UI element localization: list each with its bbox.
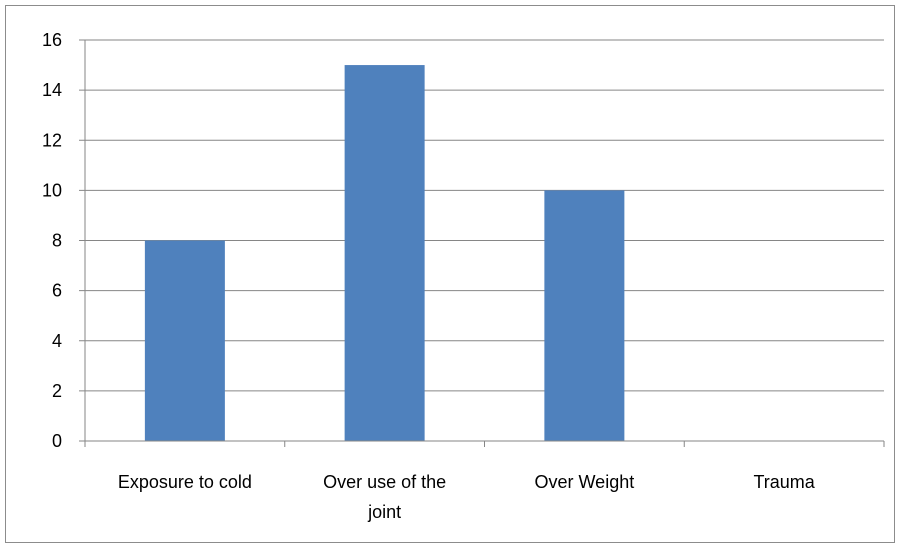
bar <box>144 240 225 441</box>
x-category-label-line: joint <box>367 502 401 522</box>
x-category-label-line: Over Weight <box>535 472 635 492</box>
x-category-labels: Exposure to cold Over use of the jointOver… <box>118 472 816 522</box>
x-category-label: Exposure to cold <box>118 472 252 492</box>
x-category-label-line: Exposure to cold <box>118 472 252 492</box>
axes <box>79 39 885 447</box>
x-category-label-line: Trauma <box>753 472 815 492</box>
y-tick-label: 8 <box>52 231 62 251</box>
y-tick-label: 2 <box>52 381 62 401</box>
y-tick-label: 6 <box>52 281 62 301</box>
bar <box>344 65 425 441</box>
x-category-label: Over use of the joint <box>323 472 446 522</box>
y-tick-label: 4 <box>52 331 62 351</box>
y-tick-label: 10 <box>42 180 62 200</box>
bar <box>544 190 625 441</box>
x-category-label: Trauma <box>753 472 815 492</box>
y-tick-label: 0 <box>52 431 62 451</box>
bars <box>144 65 625 441</box>
y-tick-label: 12 <box>42 130 62 150</box>
y-tick-label: 14 <box>42 80 62 100</box>
y-tick-labels: 0 2 4 6 8 10 12 14 16 <box>42 30 62 451</box>
x-category-label-line: Over use of the <box>323 472 446 492</box>
x-category-label: Over Weight <box>535 472 635 492</box>
y-tick-label: 16 <box>42 30 62 50</box>
